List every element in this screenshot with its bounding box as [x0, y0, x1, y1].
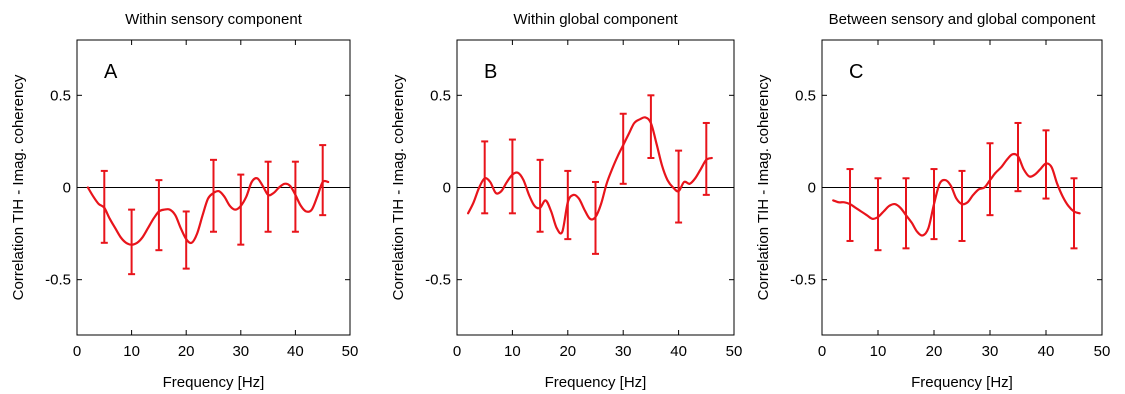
error-bar [874, 177, 882, 252]
x-tick-label: 40 [287, 343, 304, 360]
x-tick-label: 0 [818, 343, 826, 360]
panel-b: Within global component 0 10 20 30 40 50 -0.5 0 0… [390, 11, 742, 391]
x-axis-label-c: Frequency [Hz] [911, 374, 1013, 391]
panel-c: Between sensory and global component 0 10 2… [755, 11, 1110, 391]
x-tick-label: 50 [1094, 343, 1111, 360]
series-line-a [86, 177, 330, 246]
y-tick-label: 0.5 [430, 87, 451, 104]
panel-title-a: Within sensory component [125, 11, 303, 28]
error-bar [319, 144, 327, 217]
panel-letter-c: C [849, 61, 863, 83]
error-bar [155, 179, 163, 252]
y-tick-label: 0 [443, 180, 451, 197]
y-tick-label: -0.5 [45, 272, 71, 289]
y-axis-label-a: Correlation TIH - Imag. coherency [10, 74, 27, 300]
x-tick-label: 20 [926, 343, 943, 360]
y-tick-label: -0.5 [425, 272, 451, 289]
x-tick-label: 10 [870, 343, 887, 360]
x-tick-label: 40 [670, 343, 687, 360]
x-tick-label: 30 [982, 343, 999, 360]
x-tick-label: 40 [1038, 343, 1055, 360]
panel-a: Within sensory component 0 10 20 30 40 50 -0.5 0… [10, 11, 358, 391]
series-line-c [832, 152, 1081, 237]
panel-letter-a: A [104, 61, 118, 83]
error-bar [536, 158, 544, 233]
error-bar [647, 94, 655, 159]
error-bar [264, 160, 272, 233]
y-tick-label: 0 [808, 180, 816, 197]
x-tick-label: 10 [504, 343, 521, 360]
y-tick-label: -0.5 [790, 272, 816, 289]
y-tick-label: 0 [63, 180, 71, 197]
error-bar [508, 138, 516, 215]
error-bar [128, 208, 136, 276]
panel-letter-b: B [484, 61, 497, 83]
x-tick-label: 50 [726, 343, 743, 360]
error-bar [210, 158, 217, 233]
y-tick-label: 0.5 [50, 87, 71, 104]
y-axis-label-c: Correlation TIH - Imag. coherency [755, 74, 772, 300]
error-bar [619, 112, 627, 185]
x-tick-label: 0 [73, 343, 81, 360]
y-tick-label: 0.5 [795, 87, 816, 104]
error-bar [958, 169, 966, 242]
series-line-b [467, 116, 713, 235]
x-tick-label: 30 [615, 343, 632, 360]
error-bar [1070, 177, 1078, 250]
error-bar [675, 149, 683, 224]
error-bar [237, 173, 245, 246]
x-tick-label: 30 [232, 343, 249, 360]
panel-title-b: Within global component [513, 11, 678, 28]
x-tick-label: 0 [453, 343, 461, 360]
x-tick-label: 10 [123, 343, 140, 360]
x-axis-label-a: Frequency [Hz] [163, 374, 265, 391]
x-tick-label: 50 [342, 343, 359, 360]
error-bar [902, 177, 910, 250]
x-tick-label: 20 [559, 343, 576, 360]
panel-title-c: Between sensory and global component [829, 11, 1097, 28]
x-axis-label-b: Frequency [Hz] [545, 374, 647, 391]
y-axis-label-b: Correlation TIH - Imag. coherency [390, 74, 407, 300]
x-tick-label: 20 [178, 343, 195, 360]
